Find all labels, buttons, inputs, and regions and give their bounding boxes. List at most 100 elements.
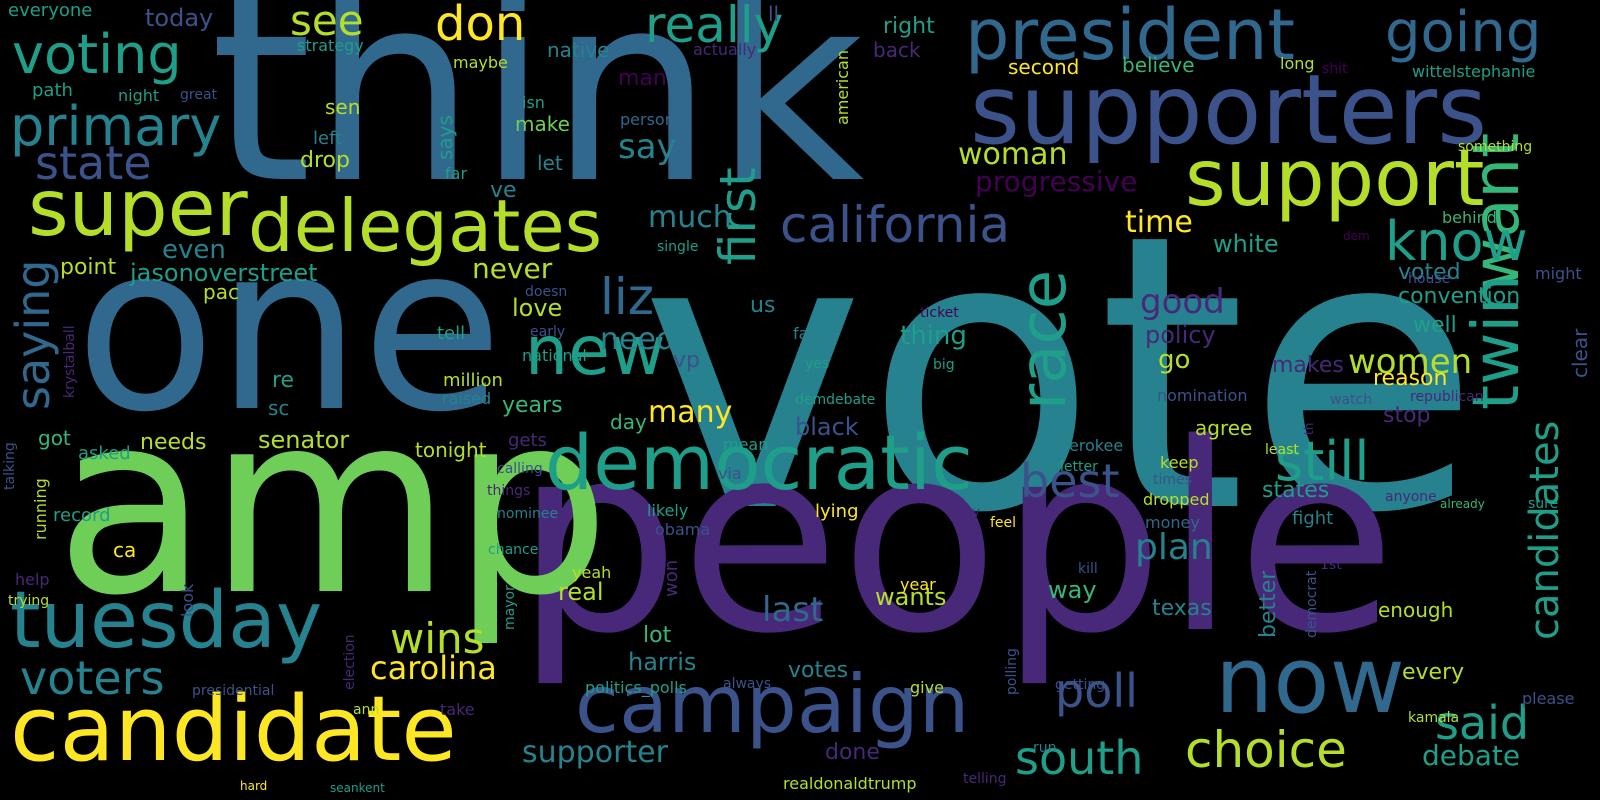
word: ve	[490, 178, 517, 203]
word: run	[1033, 740, 1057, 756]
word: year	[900, 575, 936, 594]
word: ll	[768, 2, 780, 26]
word: chance	[488, 542, 539, 558]
word: makes	[1272, 353, 1344, 378]
word: states	[1262, 478, 1330, 503]
word: candidate	[10, 677, 457, 782]
word: getting	[1055, 677, 1106, 693]
word: democrat	[1304, 570, 1320, 638]
word: big	[933, 357, 955, 373]
word: texas	[1152, 596, 1212, 621]
word: dropped	[1143, 490, 1210, 509]
word: election	[342, 634, 358, 690]
word: already	[1440, 497, 1485, 511]
word: senator	[258, 426, 350, 454]
word: let	[537, 151, 563, 175]
word: money	[1145, 513, 1200, 532]
word: agree	[1195, 416, 1253, 440]
word: fight	[1292, 508, 1334, 529]
word: man	[618, 66, 667, 91]
word: feel	[990, 515, 1017, 531]
word: tonight	[415, 438, 487, 462]
word: got	[38, 426, 71, 450]
word: path	[32, 80, 73, 101]
word: take	[440, 700, 475, 719]
word: amp	[55, 359, 611, 650]
word: politics_polls	[585, 678, 687, 697]
word: ann	[353, 702, 380, 718]
word: wittelstephanie	[1412, 62, 1536, 81]
word: saying	[6, 259, 60, 410]
word: supporter	[522, 735, 668, 770]
word: might	[1535, 264, 1582, 283]
word: really	[645, 0, 784, 54]
word: carolina	[370, 649, 497, 687]
word: mean	[723, 435, 769, 454]
word: now	[1215, 627, 1405, 734]
word: far	[445, 164, 468, 183]
word: back	[873, 38, 921, 62]
word: thing	[900, 321, 967, 351]
word: campaign	[575, 658, 970, 751]
word: tell	[437, 323, 466, 344]
word: lot	[643, 623, 672, 648]
word: yes	[805, 356, 830, 372]
word: go	[1158, 345, 1191, 375]
word: sc	[268, 396, 290, 420]
word: progressive	[975, 165, 1138, 198]
word: plan	[1135, 527, 1213, 568]
word: hard	[240, 779, 268, 793]
word: least	[1265, 442, 1299, 458]
word: white	[1213, 230, 1279, 258]
word: presidential	[192, 683, 275, 699]
word: much	[648, 200, 732, 235]
word: right	[883, 14, 935, 39]
word: pac	[203, 280, 239, 304]
word: south	[1015, 731, 1144, 785]
word: anyone	[1385, 489, 1437, 505]
word: people	[515, 389, 1397, 691]
word: say	[618, 127, 677, 167]
word: times	[1153, 472, 1192, 488]
word: something	[1458, 139, 1533, 155]
word: today	[145, 4, 214, 32]
word: great	[180, 87, 218, 103]
word: california	[780, 196, 1011, 254]
word: voting	[12, 23, 182, 86]
word: give	[910, 678, 944, 697]
word: liz	[600, 268, 655, 326]
word: one	[75, 196, 503, 463]
word: via	[718, 464, 742, 483]
word: believe	[1122, 53, 1195, 77]
word: demdebate	[795, 392, 876, 408]
word: says	[433, 115, 457, 160]
word: voters	[20, 651, 165, 705]
word: party	[948, 505, 980, 519]
word: trying	[8, 593, 50, 609]
word: president	[965, 0, 1295, 76]
word: wants	[875, 583, 947, 611]
word: actually	[693, 40, 757, 59]
word: day	[610, 410, 647, 434]
word: last	[762, 590, 824, 630]
word: look	[178, 583, 197, 617]
word: tuesday	[10, 576, 323, 666]
word: seankent	[330, 781, 385, 795]
word: letter	[1060, 459, 1098, 475]
word: maybe	[453, 53, 508, 72]
word: sure	[1528, 496, 1559, 512]
word: calling	[497, 461, 543, 477]
word: kill	[1078, 561, 1098, 577]
word: isn	[522, 93, 545, 112]
word: yeah	[572, 563, 612, 582]
word: vp	[673, 348, 700, 373]
word: black	[795, 413, 859, 441]
word: mayor	[502, 585, 518, 630]
word: love	[512, 294, 563, 322]
word: make	[515, 112, 570, 136]
word: stop	[1383, 403, 1431, 428]
word: never	[472, 252, 553, 285]
word: doesn	[525, 284, 568, 300]
word: think	[210, 0, 865, 241]
word: left	[313, 128, 343, 149]
